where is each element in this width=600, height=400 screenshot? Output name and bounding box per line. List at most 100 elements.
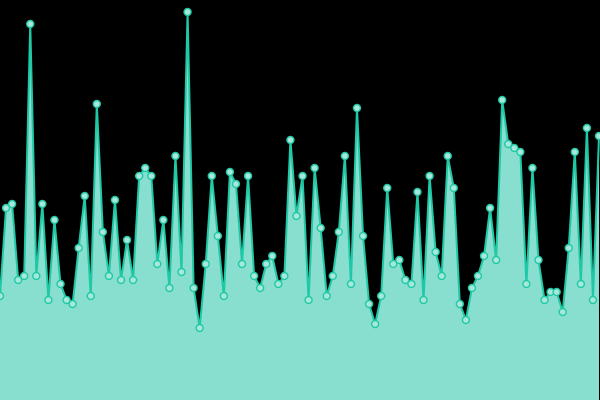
data-point-marker	[213, 231, 223, 241]
data-point-marker	[141, 163, 150, 173]
data-point-marker	[510, 143, 519, 153]
data-point-marker	[165, 283, 174, 293]
data-point-marker	[443, 151, 452, 161]
data-point-marker	[491, 255, 501, 265]
data-point-marker	[195, 323, 204, 333]
data-point-marker	[262, 259, 271, 269]
data-point-marker	[407, 279, 416, 289]
data-point-marker	[516, 147, 525, 157]
data-point-marker	[540, 295, 549, 305]
data-point-marker	[310, 163, 319, 173]
data-point-marker	[38, 199, 47, 209]
data-point-marker	[225, 167, 235, 177]
data-point-marker	[50, 215, 59, 225]
data-point-marker	[304, 295, 313, 305]
data-point-marker	[183, 7, 192, 17]
data-point-marker	[322, 291, 331, 301]
data-point-marker	[243, 171, 253, 181]
data-point-marker	[485, 203, 495, 213]
data-point-marker	[177, 267, 186, 277]
data-point-marker	[280, 271, 289, 281]
data-point-marker	[286, 135, 295, 145]
data-point-marker	[582, 123, 592, 133]
data-point-marker	[128, 275, 138, 285]
data-point-marker	[189, 283, 198, 293]
data-point-marker	[231, 179, 241, 189]
data-point-marker	[44, 295, 53, 305]
data-point-marker	[274, 279, 283, 289]
data-point-marker	[594, 131, 600, 141]
data-point-marker	[479, 251, 489, 261]
data-point-marker	[26, 19, 35, 29]
data-point-marker	[552, 287, 561, 297]
data-point-marker	[455, 299, 465, 309]
data-point-marker	[522, 279, 531, 289]
data-point-marker	[0, 291, 5, 301]
data-point-marker	[383, 183, 392, 193]
data-point-marker	[159, 215, 168, 225]
data-point-marker	[219, 291, 229, 301]
data-point-marker	[558, 307, 567, 317]
data-point-marker	[171, 151, 180, 161]
data-point-marker	[249, 271, 259, 281]
data-point-markers	[0, 7, 600, 333]
area-line	[0, 11, 600, 329]
data-point-marker	[298, 171, 307, 181]
data-point-marker	[576, 279, 586, 289]
data-point-marker	[389, 259, 398, 269]
data-point-marker	[98, 227, 108, 237]
area-fill	[0, 12, 599, 400]
data-point-marker	[86, 291, 95, 301]
data-point-marker	[134, 171, 144, 181]
data-point-marker	[340, 151, 350, 161]
data-point-marker	[467, 283, 477, 293]
data-point-marker	[268, 251, 277, 261]
data-point-marker	[431, 247, 440, 257]
data-point-marker	[316, 223, 325, 233]
data-point-marker	[207, 171, 216, 181]
data-point-marker	[116, 275, 126, 285]
data-point-marker	[255, 283, 265, 293]
data-point-marker	[74, 243, 83, 253]
data-point-marker	[20, 271, 29, 281]
data-point-marker	[534, 255, 543, 265]
data-point-marker	[80, 191, 89, 201]
data-point-marker	[588, 295, 598, 305]
data-point-marker	[292, 211, 301, 221]
data-point-marker	[153, 259, 162, 269]
data-point-marker	[201, 259, 210, 269]
data-point-marker	[449, 183, 458, 193]
data-point-marker	[110, 195, 120, 205]
data-point-marker	[1, 203, 11, 213]
data-point-marker	[419, 295, 428, 305]
data-point-marker	[401, 275, 410, 285]
data-point-marker	[425, 171, 434, 181]
data-point-marker	[504, 139, 513, 149]
data-point-marker	[334, 227, 344, 237]
data-point-marker	[395, 255, 404, 265]
data-point-marker	[358, 231, 368, 241]
data-point-marker	[497, 95, 507, 105]
data-point-marker	[13, 275, 23, 285]
data-point-marker	[237, 259, 247, 269]
data-point-marker	[328, 271, 337, 281]
data-point-marker	[528, 163, 537, 173]
data-point-marker	[122, 235, 132, 245]
data-point-marker	[570, 147, 579, 157]
data-point-marker	[564, 243, 573, 253]
data-point-marker	[352, 103, 362, 113]
data-point-marker	[62, 295, 71, 305]
data-point-marker	[376, 291, 386, 301]
data-point-marker	[104, 271, 114, 281]
data-point-marker	[364, 299, 374, 309]
data-point-marker	[32, 271, 41, 281]
data-point-marker	[56, 279, 65, 289]
data-point-marker	[346, 279, 356, 289]
data-point-marker	[68, 299, 77, 309]
data-point-marker	[370, 319, 380, 329]
data-point-marker	[413, 187, 422, 197]
data-point-marker	[437, 271, 446, 281]
data-point-marker	[461, 315, 471, 325]
